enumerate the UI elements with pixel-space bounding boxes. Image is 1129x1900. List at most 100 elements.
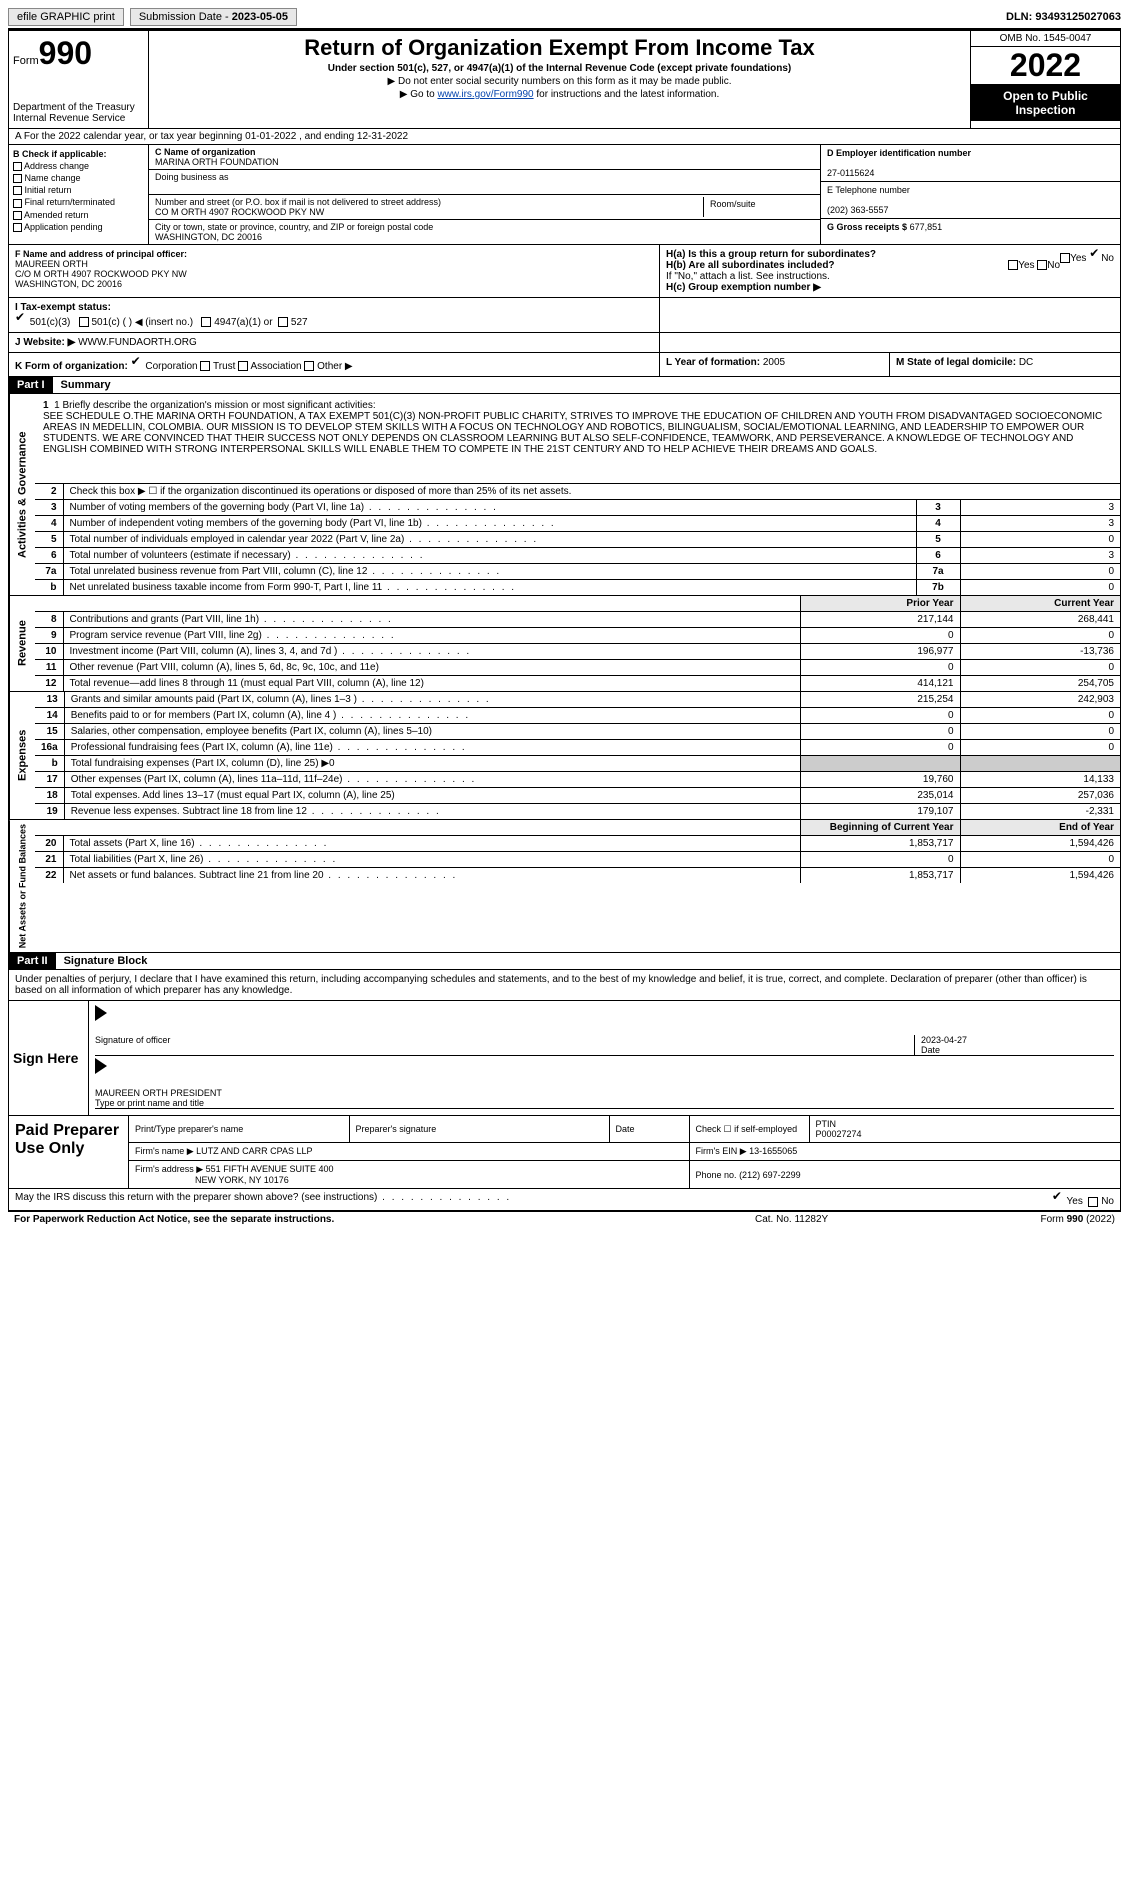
form-subtitle-2: ▶ Do not enter social security numbers o…	[157, 76, 962, 87]
netassets-table: Beginning of Current YearEnd of Year 20T…	[35, 820, 1120, 883]
row-num: 6	[35, 548, 63, 564]
cb-name-change[interactable]	[13, 174, 22, 183]
expenses-section: Expenses 13Grants and similar amounts pa…	[8, 692, 1121, 820]
row-prior	[800, 756, 960, 772]
cb-4947[interactable]	[201, 317, 211, 327]
row-num: 16a	[35, 740, 64, 756]
yes-label: Yes	[1067, 1196, 1083, 1207]
activities-table: 2Check this box ▶ ☐ if the organization …	[35, 484, 1120, 595]
room-label: Room/suite	[704, 197, 814, 217]
cb-address-change[interactable]	[13, 162, 22, 171]
row-num: 9	[35, 628, 63, 644]
table-row: 9Program service revenue (Part VIII, lin…	[35, 628, 1120, 644]
cb-trust[interactable]	[200, 361, 210, 371]
expenses-vlabel: Expenses	[9, 692, 35, 819]
table-row: 20Total assets (Part X, line 16)1,853,71…	[35, 836, 1120, 852]
col-b-title: B Check if applicable:	[13, 149, 107, 159]
yes-label: Yes	[1070, 253, 1086, 264]
hb-label: H(b) Are all subordinates included?	[666, 260, 835, 271]
cb-assoc[interactable]	[238, 361, 248, 371]
cb-initial-return[interactable]	[13, 186, 22, 195]
part1-header: Part I Summary	[8, 377, 1121, 394]
firm-addr-label: Firm's address ▶	[135, 1164, 203, 1174]
row-curr: 0	[960, 852, 1120, 868]
cb-app-pending[interactable]	[13, 223, 22, 232]
row-prior: 215,254	[800, 692, 960, 708]
col-b: B Check if applicable: Address change Na…	[9, 145, 149, 244]
row-num: 19	[35, 804, 64, 820]
goto-pre: ▶ Go to	[400, 89, 438, 100]
hdr-beg: Beginning of Current Year	[800, 820, 960, 836]
row-desc: Program service revenue (Part VIII, line…	[63, 628, 800, 644]
row-num: 18	[35, 788, 64, 804]
table-row: 7aTotal unrelated business revenue from …	[35, 564, 1120, 580]
opt-501c: 501(c) ( ) ◀ (insert no.)	[91, 317, 193, 328]
row-box: 7b	[916, 580, 960, 596]
opt-501c3: 501(c)(3)	[30, 317, 71, 328]
row-num: 17	[35, 772, 64, 788]
netassets-section: Net Assets or Fund Balances Beginning of…	[8, 820, 1121, 953]
cb-527[interactable]	[278, 317, 288, 327]
group-return: H(a) Is this a group return for subordin…	[660, 245, 1120, 297]
hc-right	[660, 298, 1120, 332]
cb-amended[interactable]	[13, 211, 22, 220]
cb-final-return[interactable]	[13, 199, 22, 208]
submission-date-button[interactable]: Submission Date - 2023-05-05	[130, 8, 297, 26]
row-val: 3	[960, 548, 1120, 564]
f-label: F Name and address of principal officer:	[15, 249, 187, 259]
hb-yes-cb[interactable]	[1008, 260, 1018, 270]
row-curr: -2,331	[960, 804, 1120, 820]
row-num: b	[35, 580, 63, 596]
discuss-no-cb[interactable]	[1088, 1197, 1098, 1207]
row-curr: 1,594,426	[960, 868, 1120, 884]
row-val: 0	[960, 564, 1120, 580]
row-desc: Grants and similar amounts paid (Part IX…	[64, 692, 800, 708]
corp-checked-icon	[131, 357, 143, 369]
sig-type-label: Type or print name and title	[95, 1098, 204, 1108]
firm-addr2: NEW YORK, NY 10176	[195, 1175, 289, 1185]
hb-no-cb[interactable]	[1037, 260, 1047, 270]
row-num: 13	[35, 692, 64, 708]
row-prior: 19,760	[800, 772, 960, 788]
f-name: MAUREEN ORTH	[15, 259, 88, 269]
cb-label: Application pending	[24, 222, 103, 232]
row-fh: F Name and address of principal officer:…	[8, 245, 1121, 298]
mission-block: 1 1 Briefly describe the organization's …	[35, 394, 1120, 484]
sig-date-label: Date	[921, 1045, 940, 1055]
row-num: 15	[35, 724, 64, 740]
tax-year: 2022	[971, 47, 1120, 85]
row-num: 4	[35, 516, 63, 532]
row-prior: 1,853,717	[800, 836, 960, 852]
hdr-prior: Prior Year	[800, 596, 960, 612]
row-num: 20	[35, 836, 63, 852]
irs-link[interactable]: www.irs.gov/Form990	[437, 89, 533, 100]
row-desc: Other revenue (Part VIII, column (A), li…	[63, 660, 800, 676]
row-num: 8	[35, 612, 63, 628]
hdr-curr: Current Year	[960, 596, 1120, 612]
sig-arrow-icon	[95, 1058, 107, 1074]
efile-button[interactable]: efile GRAPHIC print	[8, 8, 124, 26]
addr-label: Number and street (or P.O. box if mail i…	[155, 197, 441, 207]
row-curr	[960, 756, 1120, 772]
i-label: I Tax-exempt status:	[15, 302, 111, 313]
table-row: 22Net assets or fund balances. Subtract …	[35, 868, 1120, 884]
opt-other: Other ▶	[317, 361, 352, 372]
row-val: 0	[960, 532, 1120, 548]
opt-trust: Trust	[213, 361, 235, 372]
cb-other[interactable]	[304, 361, 314, 371]
row-curr: 0	[960, 724, 1120, 740]
cb-label: Address change	[24, 161, 89, 171]
cb-501c[interactable]	[79, 317, 89, 327]
table-row: 21Total liabilities (Part X, line 26)00	[35, 852, 1120, 868]
prep-h3: Date	[609, 1116, 689, 1143]
ha-yes-cb[interactable]	[1060, 253, 1070, 263]
city-value: WASHINGTON, DC 20016	[155, 232, 262, 242]
table-row: 4Number of independent voting members of…	[35, 516, 1120, 532]
footer: For Paperwork Reduction Act Notice, see …	[8, 1211, 1121, 1227]
year-formation: 2005	[763, 357, 785, 368]
sig-date: 2023-04-27	[921, 1035, 967, 1045]
row-prior: 414,121	[800, 676, 960, 692]
j-label: J Website: ▶	[15, 337, 75, 348]
row-prior: 0	[800, 628, 960, 644]
table-row: 8Contributions and grants (Part VIII, li…	[35, 612, 1120, 628]
